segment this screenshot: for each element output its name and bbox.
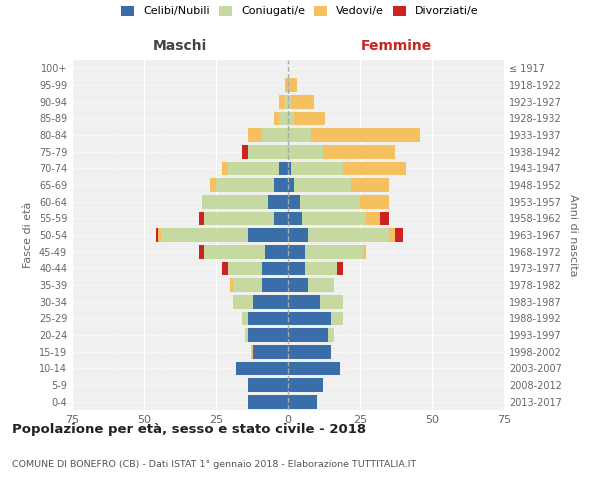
Bar (253, 295, 288, 308)
Bar (288, 378, 323, 392)
Bar (360, 195, 389, 208)
Bar (308, 278, 334, 292)
Bar (343, 162, 406, 175)
Bar (222, 262, 227, 275)
Bar (288, 312, 331, 325)
Bar (248, 378, 288, 392)
Bar (236, 362, 288, 375)
Y-axis label: Fasce di età: Fasce di età (23, 202, 33, 268)
Bar (294, 178, 352, 192)
Bar (205, 212, 274, 225)
Bar (395, 228, 403, 242)
Bar (288, 262, 305, 275)
Bar (210, 178, 216, 192)
Bar (302, 212, 366, 225)
Bar (202, 195, 268, 208)
Bar (274, 178, 288, 192)
Bar (328, 328, 334, 342)
Bar (305, 262, 337, 275)
Bar (288, 362, 340, 375)
Bar (366, 212, 380, 225)
Bar (288, 162, 291, 175)
Bar (288, 395, 317, 408)
Bar (389, 228, 395, 242)
Bar (233, 278, 262, 292)
Bar (274, 212, 288, 225)
Bar (288, 212, 302, 225)
Bar (288, 295, 320, 308)
Bar (227, 162, 280, 175)
Bar (242, 145, 248, 158)
Bar (288, 278, 308, 292)
Bar (233, 295, 253, 308)
Bar (265, 245, 288, 258)
Bar (262, 262, 288, 275)
Bar (288, 328, 328, 342)
Bar (245, 328, 248, 342)
Bar (291, 162, 343, 175)
Bar (294, 112, 325, 125)
Bar (280, 95, 285, 108)
Text: Maschi: Maschi (153, 38, 207, 52)
Y-axis label: Anni di nascita: Anni di nascita (568, 194, 578, 276)
Bar (274, 112, 280, 125)
Bar (308, 228, 389, 242)
Bar (155, 228, 158, 242)
Bar (299, 195, 360, 208)
Bar (288, 128, 311, 142)
Bar (363, 245, 366, 258)
Bar (288, 145, 323, 158)
Bar (268, 195, 288, 208)
Bar (161, 228, 248, 242)
Bar (331, 312, 343, 325)
Bar (288, 78, 296, 92)
Bar (216, 178, 274, 192)
Bar (380, 212, 389, 225)
Bar (230, 278, 233, 292)
Bar (285, 78, 288, 92)
Bar (248, 128, 262, 142)
Bar (242, 312, 248, 325)
Bar (280, 112, 288, 125)
Bar (248, 328, 288, 342)
Bar (291, 95, 314, 108)
Bar (288, 95, 291, 108)
Bar (352, 178, 389, 192)
Bar (320, 295, 343, 308)
Legend: Celibi/Nubili, Coniugati/e, Vedovi/e, Divorziati/e: Celibi/Nubili, Coniugati/e, Vedovi/e, Di… (121, 6, 479, 16)
Bar (288, 112, 294, 125)
Bar (253, 345, 288, 358)
Bar (251, 345, 253, 358)
Text: COMUNE DI BONEFRO (CB) - Dati ISTAT 1° gennaio 2018 - Elaborazione TUTTITALIA.IT: COMUNE DI BONEFRO (CB) - Dati ISTAT 1° g… (12, 460, 416, 469)
Bar (205, 245, 265, 258)
Text: Popolazione per età, sesso e stato civile - 2018: Popolazione per età, sesso e stato civil… (12, 422, 366, 436)
Text: Femmine: Femmine (361, 38, 431, 52)
Bar (158, 228, 161, 242)
Bar (199, 212, 205, 225)
Bar (288, 245, 305, 258)
Bar (337, 262, 343, 275)
Bar (262, 128, 288, 142)
Bar (288, 345, 331, 358)
Bar (248, 395, 288, 408)
Bar (248, 145, 288, 158)
Bar (323, 145, 395, 158)
Bar (288, 195, 299, 208)
Bar (262, 278, 288, 292)
Bar (285, 95, 288, 108)
Bar (222, 162, 227, 175)
Bar (199, 245, 205, 258)
Bar (280, 162, 288, 175)
Bar (311, 128, 421, 142)
Bar (288, 178, 294, 192)
Bar (227, 262, 262, 275)
Bar (305, 245, 363, 258)
Bar (288, 228, 308, 242)
Bar (248, 312, 288, 325)
Bar (248, 228, 288, 242)
